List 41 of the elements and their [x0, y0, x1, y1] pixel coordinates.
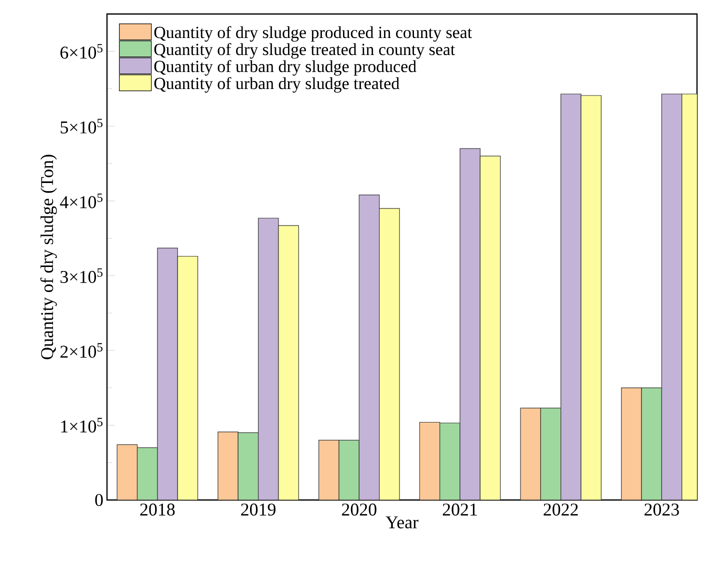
y-tick-label: 5×10$^{5}$: [60, 118, 102, 134]
legend-label: Quantity of urban dry sludge produced: [154, 60, 416, 76]
bar: [278, 226, 299, 500]
bar: [137, 448, 158, 500]
bar: [379, 208, 400, 500]
x-tick-label: 2018: [140, 504, 175, 516]
x-tick-label: 2020: [342, 504, 376, 516]
y-tick-label: 6×10$^{5}$: [60, 44, 102, 59]
bar: [157, 248, 178, 500]
x-tick-label: 2022: [544, 504, 578, 516]
bar: [178, 256, 198, 500]
bar: [420, 422, 440, 500]
x-tick-label: 2019: [241, 504, 276, 516]
bar: [460, 148, 480, 500]
legend-label: Quantity of dry sludge produced in county seat: [154, 26, 472, 42]
bar: [117, 444, 138, 500]
x-tick-label: 2023: [644, 504, 679, 516]
legend-label: Quantity of dry sludge treated in county seat: [154, 43, 456, 59]
legend-label: Quantity of urban dry sludge treated: [154, 77, 400, 93]
bar: [641, 388, 662, 500]
x-axis-title: Year: [386, 516, 418, 528]
x-tick-label: 2021: [442, 504, 477, 516]
bar: [581, 95, 602, 500]
bar: [540, 408, 561, 500]
bar: [318, 440, 339, 500]
bar: [480, 156, 500, 500]
bar: [258, 218, 278, 500]
bar: [218, 432, 238, 500]
bar: [560, 94, 582, 500]
y-tick-label: 1×10$^{5}$: [61, 418, 102, 433]
bar: [440, 422, 460, 500]
bar: [359, 194, 380, 500]
bar: [238, 432, 258, 500]
bar: [520, 408, 541, 500]
y-tick-label: 0: [95, 494, 103, 506]
bar: [338, 440, 360, 500]
y-axis-title: Quantity of dry sludge (Ton): [40, 154, 57, 360]
y-tick-label: 2×10$^{5}$: [60, 343, 102, 358]
bar: [621, 388, 642, 500]
y-tick-label: 4×10$^{5}$: [60, 194, 102, 208]
y-tick-label: 3×10$^{5}$: [60, 268, 102, 284]
